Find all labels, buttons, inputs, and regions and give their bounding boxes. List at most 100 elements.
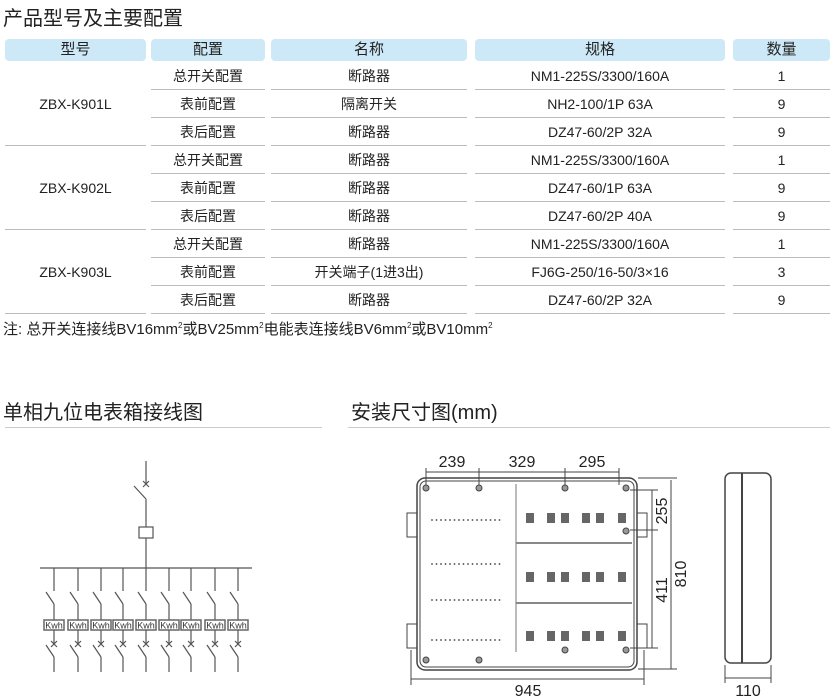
- table-cell: 总开关配置: [173, 152, 243, 168]
- bracket: [406, 623, 418, 649]
- table-cell: 断路器: [348, 68, 390, 84]
- note-part: 电能表连接线BV6mm: [263, 321, 407, 338]
- meter-slots: [422, 484, 630, 664]
- bracket: [636, 512, 648, 538]
- box-outline: [416, 477, 638, 671]
- table-cell: 表后配置: [180, 124, 236, 140]
- dim-label-295: 295: [579, 454, 606, 471]
- dim-label-110: 110: [735, 683, 761, 700]
- terminal-dot: [476, 599, 478, 601]
- terminal-dot: [440, 563, 442, 565]
- table-cell: 1: [777, 236, 786, 252]
- breaker-x-icon: [234, 640, 242, 648]
- terminal-dot: [449, 639, 451, 641]
- isolator-switch: [92, 591, 102, 605]
- terminal-dot: [489, 563, 492, 565]
- table-cell: 断路器: [348, 236, 390, 252]
- meter-slot: [561, 513, 569, 523]
- row-divider: [271, 145, 467, 146]
- kwh-meter-label: Kwh: [114, 621, 132, 631]
- table-cell: 断路器: [348, 292, 390, 308]
- table-cell: 1: [777, 152, 786, 168]
- terminal-dot: [453, 563, 456, 565]
- note-sup: 2: [488, 321, 493, 330]
- column-header: 名称: [271, 39, 467, 61]
- terminal-dot: [480, 639, 483, 641]
- row-divider: [271, 313, 467, 314]
- terminal-dot: [489, 639, 492, 641]
- breaker-x-icon: [142, 480, 150, 488]
- table-cell: 表后配置: [180, 292, 236, 308]
- breaker-x-icon: [50, 640, 58, 648]
- row-divider: [475, 285, 725, 286]
- terminal-dot: [467, 599, 469, 601]
- terminal-dot: [467, 563, 469, 565]
- note-sup: 2: [406, 321, 412, 330]
- isolator-switch: [137, 591, 147, 605]
- column-header: 规格: [475, 39, 725, 61]
- terminal-dot: [458, 639, 460, 641]
- bracket: [406, 512, 418, 538]
- terminal-dot: [498, 519, 501, 521]
- terminal-dot: [467, 519, 469, 521]
- table-cell: NM1-225S/3300/160A: [530, 236, 670, 252]
- row-divider: [475, 145, 725, 146]
- table-cell: 断路器: [348, 124, 390, 140]
- row-divider: [733, 89, 830, 90]
- mounting-hole: [475, 484, 483, 492]
- column-header: 型号: [5, 39, 146, 61]
- meter-slot: [547, 513, 555, 523]
- note-sup: 2: [178, 321, 183, 330]
- terminal-dot: [462, 639, 465, 641]
- terminal-dot: [494, 563, 496, 565]
- dim-label-329: 329: [509, 454, 536, 471]
- meter-slot: [526, 631, 534, 641]
- branch-breaker-switch: [92, 644, 102, 658]
- terminal-dot: [467, 639, 469, 641]
- terminal-dot: [480, 599, 483, 601]
- table-cell: NM1-225S/3300/160A: [530, 152, 670, 168]
- row-divider: [733, 117, 830, 118]
- row-divider: [151, 229, 265, 230]
- breaker-x-icon: [142, 640, 150, 648]
- table-cell: 断路器: [348, 180, 390, 196]
- row-divider: [475, 89, 725, 90]
- row-divider: [271, 89, 467, 90]
- dim-label-255: 255: [654, 498, 671, 525]
- terminal-dot: [462, 519, 465, 521]
- row-divider: [475, 257, 725, 258]
- row-divider: [151, 285, 265, 286]
- mounting-hole: [561, 646, 569, 654]
- mounting-hole: [622, 527, 630, 535]
- terminal-dot: [431, 599, 433, 601]
- meter-slot: [526, 513, 534, 523]
- terminal-dot: [471, 599, 474, 601]
- column-header: 配置: [151, 39, 265, 61]
- table-cell: 1: [777, 68, 786, 84]
- terminal-dot: [485, 599, 487, 601]
- row-divider: [475, 201, 725, 202]
- breaker-x-icon: [165, 640, 173, 648]
- row-divider: [271, 201, 467, 202]
- note-sup: 2: [259, 321, 264, 330]
- config-section-title: 产品型号及主要配置: [3, 8, 183, 30]
- dimension-drawing: 239 329 295 945 110 255 411 810: [406, 454, 772, 700]
- table-cell: 9: [777, 124, 786, 140]
- mounting-hole: [622, 484, 630, 492]
- table-cell: 隔离开关: [341, 96, 397, 112]
- terminal-dot: [471, 519, 474, 521]
- terminal-dot: [435, 563, 438, 565]
- divider: [348, 427, 830, 428]
- note-part: 或BV10mm: [411, 321, 489, 338]
- terminal-dot: [444, 599, 447, 601]
- meter-slot: [596, 631, 604, 641]
- wiring-note: 注: 总开关连接线BV16mm2或BV25mm2电能表连接线BV6mm2或BV1…: [3, 318, 493, 339]
- table-cell: 表前配置: [180, 180, 236, 196]
- row-divider: [733, 313, 830, 314]
- row-divider: [151, 89, 265, 90]
- mounting-hole: [422, 484, 430, 492]
- mounting-hole: [475, 656, 483, 664]
- row-divider: [733, 145, 830, 146]
- box-inner: [419, 480, 635, 668]
